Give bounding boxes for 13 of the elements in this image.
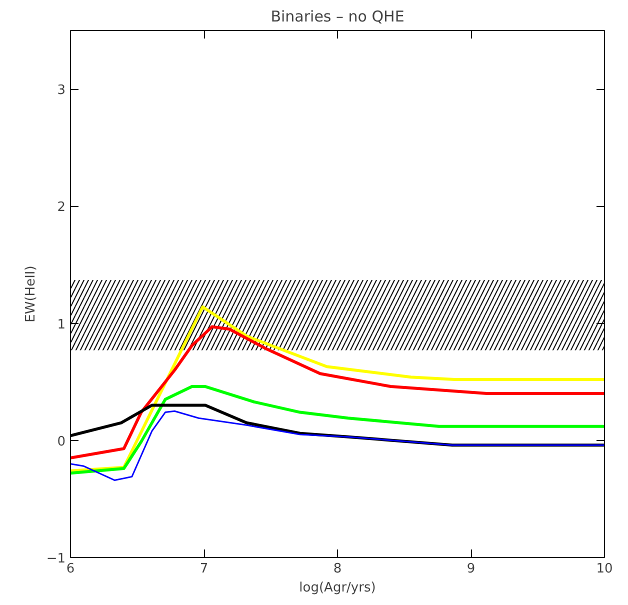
y-tick-label: 0	[57, 434, 66, 450]
chart-title: Binaries – no QHE	[270, 8, 404, 26]
x-tick-label: 10	[596, 562, 613, 576]
x-tick-label: 6	[66, 562, 75, 576]
x-axis-title: log(Agr/yrs)	[299, 580, 376, 596]
y-tick-label: 3	[57, 83, 66, 98]
y-axis-title: EW(HeII)	[23, 266, 38, 322]
x-tick-label: 8	[333, 562, 342, 576]
y-tick-label: 1	[57, 317, 66, 332]
x-tick-label: 7	[200, 562, 208, 576]
x-tick-label: 9	[466, 562, 476, 576]
y-tick-label: −1	[46, 552, 66, 566]
y-tick-label: 2	[57, 200, 66, 216]
